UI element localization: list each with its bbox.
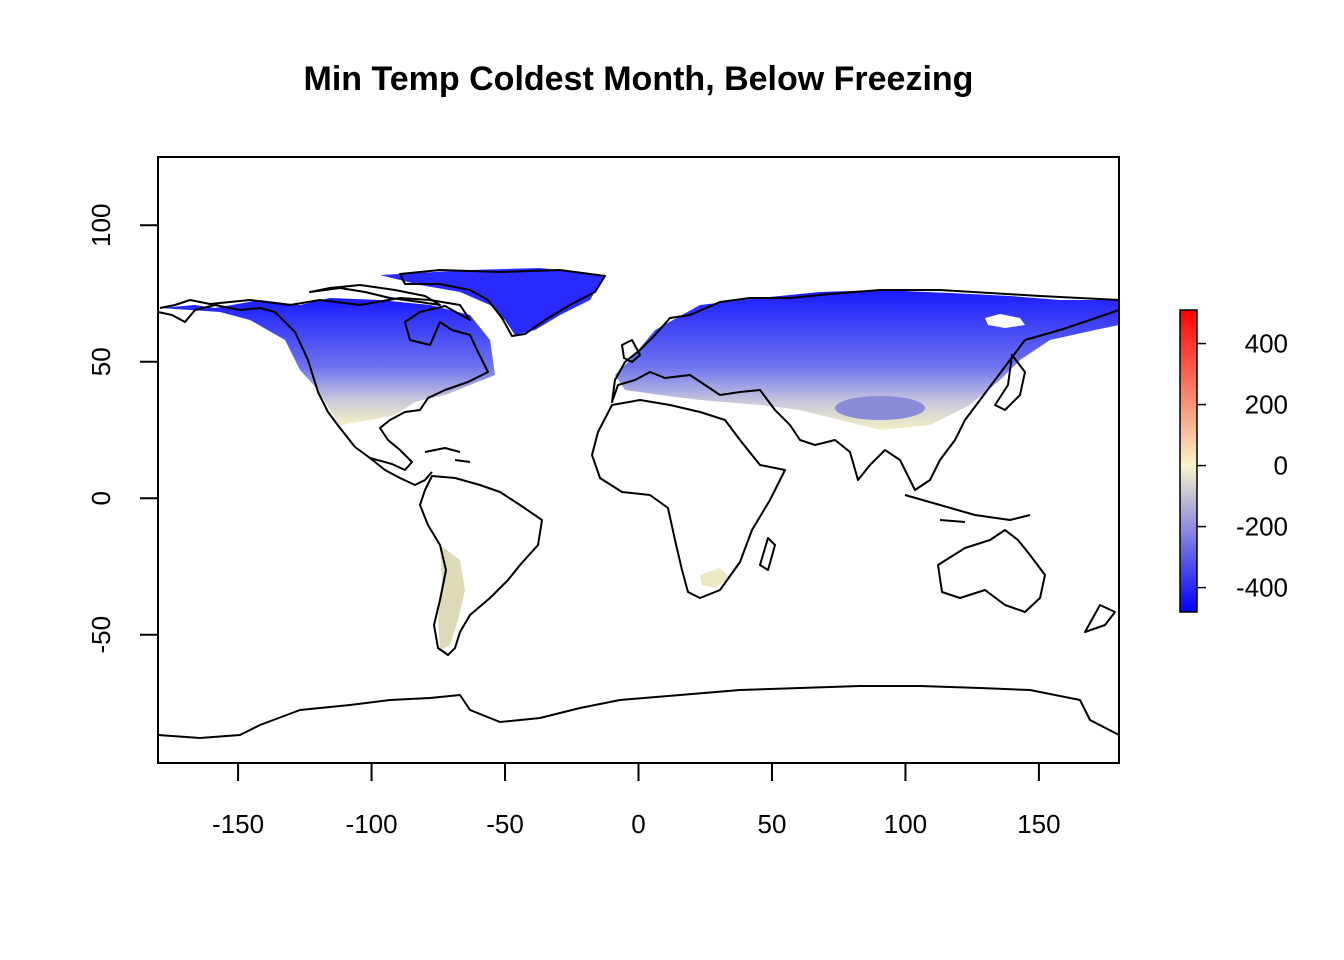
y-axis: -50 0 50 100 [86,204,158,654]
coastline-arctic-islands [309,284,441,306]
x-tick-label: -50 [486,809,524,839]
raster-siberia-lakes [985,314,1025,328]
coastline-madagascar [759,537,776,571]
x-tick-label: -150 [212,809,264,839]
coastline-caribbean [424,447,471,463]
legend-tick-label: 400 [1245,329,1288,359]
y-tick-label: -50 [86,616,116,654]
raster-tibet [835,396,925,420]
plot-title: Min Temp Coldest Month, Below Freezing [303,60,974,98]
coastline-eurasia [611,289,1119,491]
legend-tick-label: 0 [1274,451,1288,481]
legend-tick-label: 200 [1245,390,1288,420]
coastline-north-america [158,297,489,471]
legend-tick-label: -200 [1236,512,1288,542]
x-tick-label: 0 [631,809,645,839]
y-tick-label: 50 [86,347,116,376]
raster-north-america [160,298,495,425]
coastline-great-britain [621,339,641,363]
x-tick-label: 50 [758,809,787,839]
coastline-africa [591,399,786,599]
plot-frame [157,156,1120,764]
coastline-central-america [369,457,433,486]
x-tick-label: 100 [884,809,927,839]
coastline-new-zealand [1084,604,1116,633]
coastline-japan [994,354,1026,411]
color-legend: -400 -200 0 200 400 [1179,309,1288,613]
raster-south-america [438,545,465,650]
x-tick-label: 150 [1017,809,1060,839]
legend-tick-label: -400 [1236,573,1288,603]
legend-colorbar [1179,309,1198,613]
x-axis: -150 -100 -50 0 50 100 150 [212,763,1061,839]
x-tick-label: -100 [346,809,398,839]
coastline-south-america [419,475,543,656]
coastline-greenland [399,269,606,337]
y-tick-label: 0 [86,491,116,505]
y-tick-label: 100 [86,204,116,247]
coastline-indonesia [904,494,1031,523]
coastline-antarctica [158,685,1119,739]
coastline-australia [937,529,1046,613]
coastlines [158,269,1119,739]
raster-south-africa [700,568,730,588]
